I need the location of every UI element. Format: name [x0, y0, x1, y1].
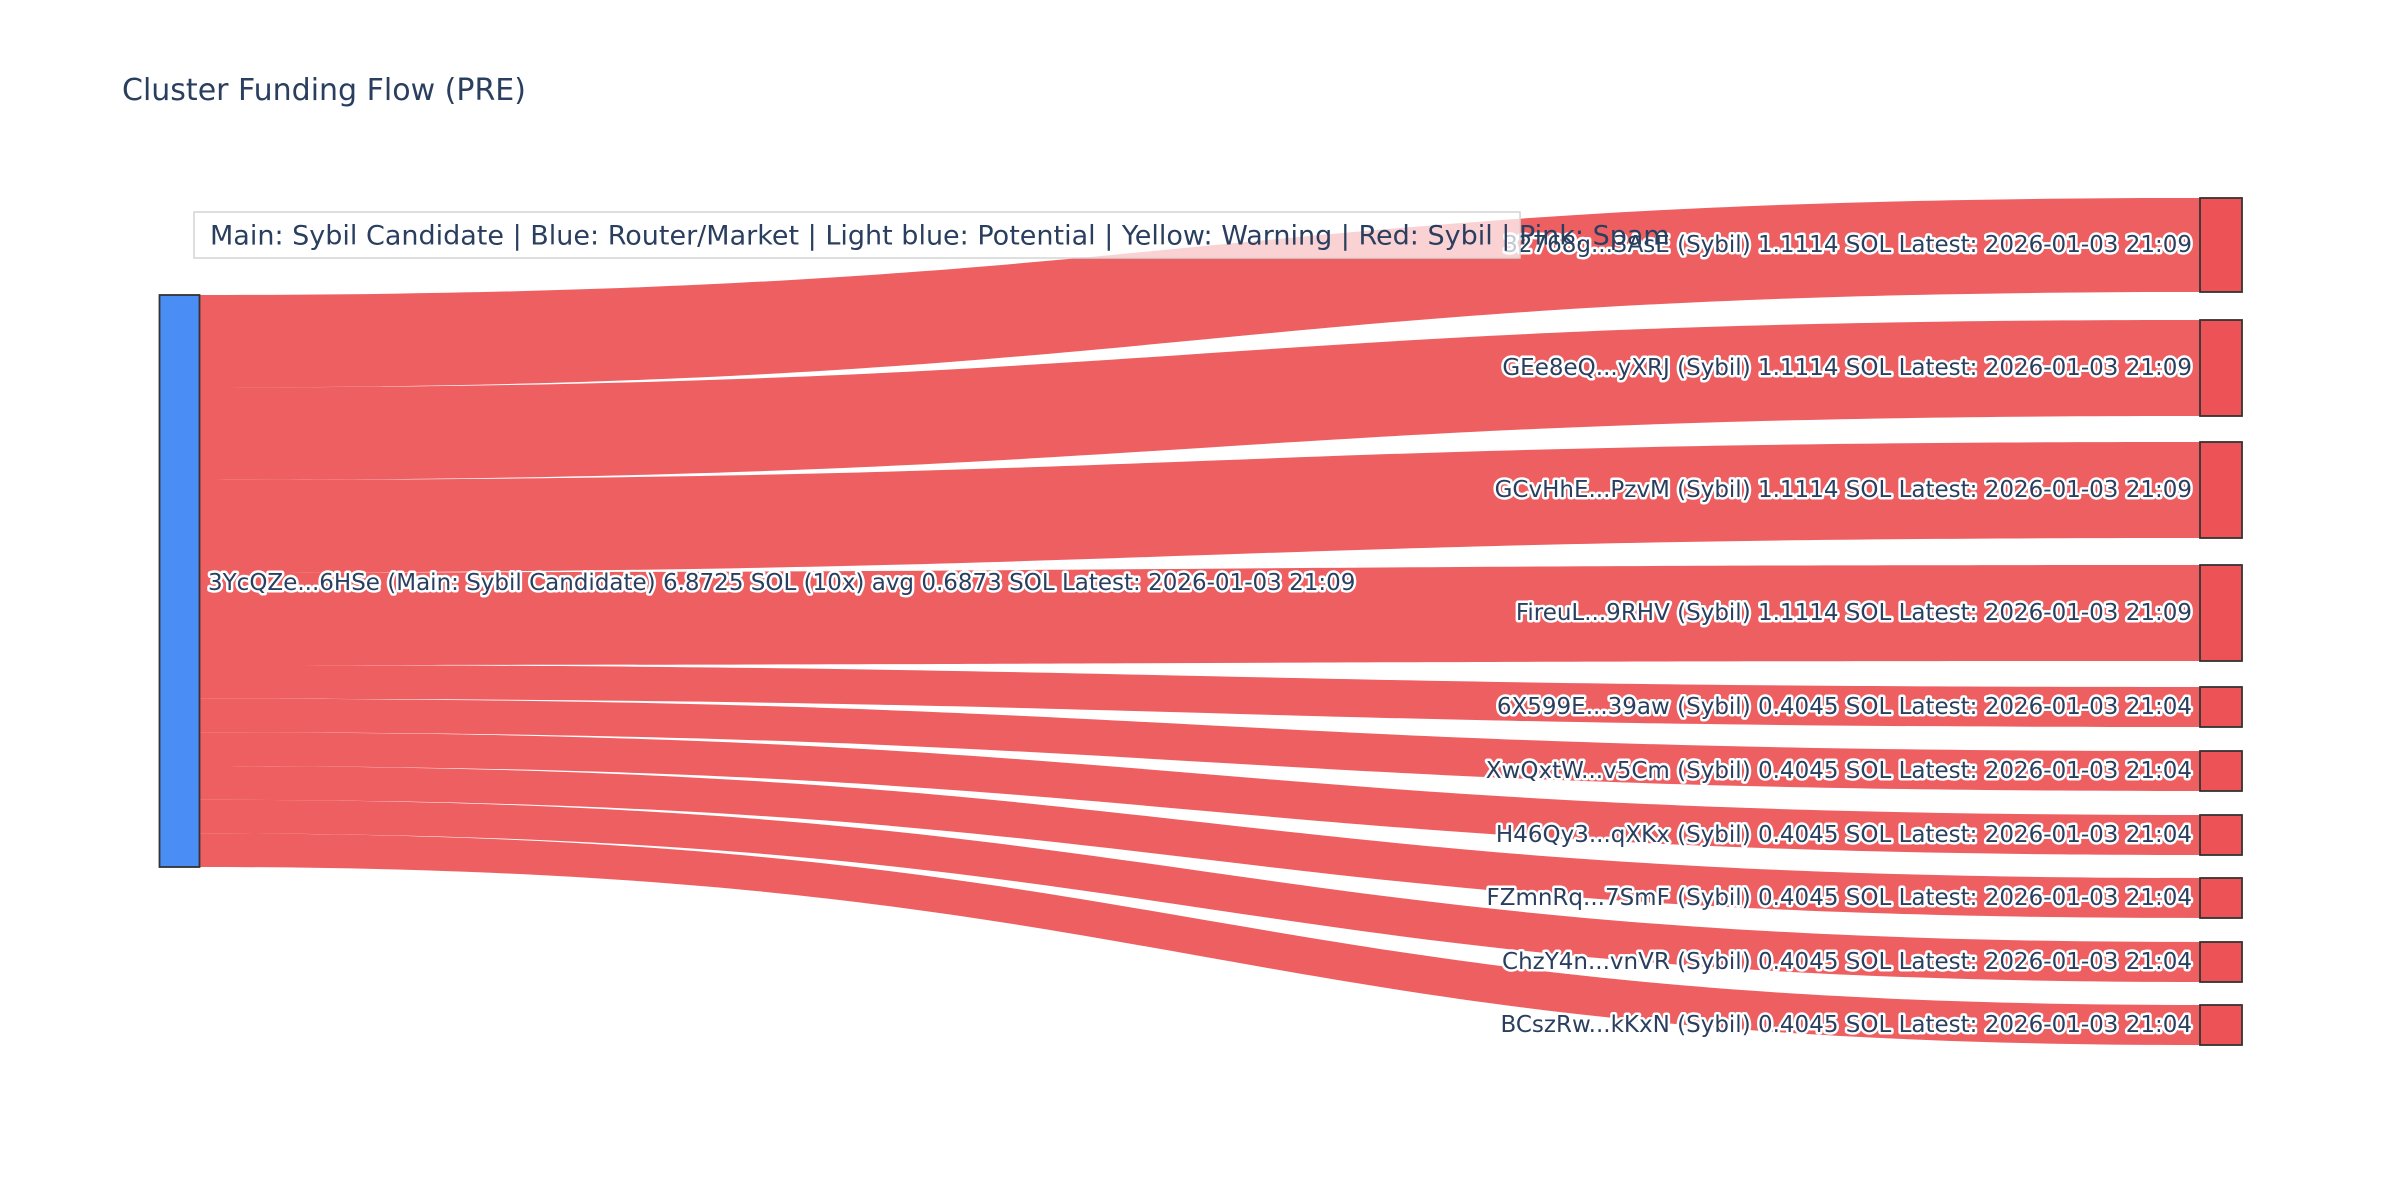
- target-node-label: GCvHhE...PzvM (Sybil) 1.1114 SOL Latest:…: [1495, 477, 2192, 503]
- target-node-label: 32768g...3AsE (Sybil) 1.1114 SOL Latest:…: [1503, 232, 2192, 258]
- target-node-label: XwQxtW...v5Cm (Sybil) 0.4045 SOL Latest:…: [1486, 758, 2192, 784]
- sankey-flow[interactable]: [199, 198, 2200, 388]
- sankey-target-node[interactable]: [2199, 319, 2243, 417]
- target-node-label: 6X599E...39aw (Sybil) 0.4045 SOL Latest:…: [1497, 694, 2192, 720]
- sankey-flow[interactable]: [199, 565, 2200, 665]
- target-node-label: GEe8eQ...yXRJ (Sybil) 1.1114 SOL Latest:…: [1502, 355, 2192, 381]
- chart-title: Cluster Funding Flow (PRE): [122, 73, 526, 108]
- sankey-target-node[interactable]: [2199, 814, 2243, 856]
- sankey-target-node[interactable]: [2199, 441, 2243, 539]
- sankey-source-node[interactable]: [158, 294, 201, 868]
- sankey-flow[interactable]: [199, 799, 2200, 982]
- sankey-target-nodes: [2199, 197, 2243, 1046]
- target-node-labels: 32768g...3AsE (Sybil) 1.1114 SOL Latest:…: [1483, 230, 2194, 1041]
- sankey-target-node[interactable]: [2199, 686, 2243, 728]
- sankey-target-node[interactable]: [2199, 877, 2243, 919]
- sankey-flow[interactable]: [199, 766, 2200, 918]
- legend-annotation: Main: Sybil Candidate | Blue: Router/Mar…: [193, 211, 1670, 259]
- sankey-flow[interactable]: [199, 665, 2200, 727]
- sankey-flow[interactable]: [199, 833, 2200, 1045]
- target-node-label: ChzY4n...vnVR (Sybil) 0.4045 SOL Latest:…: [1502, 949, 2192, 975]
- source-node-label: 3YcQZe...6HSe (Main: Sybil Candidate) 6.…: [208, 570, 1355, 596]
- sankey-target-node[interactable]: [2199, 941, 2243, 983]
- sankey-flows: [199, 198, 2200, 1045]
- target-node-label: H46Qy3...qXKx (Sybil) 0.4045 SOL Latest:…: [1496, 822, 2192, 848]
- sankey-target-node[interactable]: [2199, 197, 2243, 293]
- target-node-label: FZmnRq...7SmF (Sybil) 0.4045 SOL Latest:…: [1486, 885, 2192, 911]
- sankey-target-node[interactable]: [2199, 1004, 2243, 1046]
- sankey-flow[interactable]: [199, 698, 2200, 791]
- target-node-label: FireuL...9RHV (Sybil) 1.1114 SOL Latest:…: [1516, 600, 2192, 626]
- target-node-label: BCszRw...kKxN (Sybil) 0.4045 SOL Latest:…: [1501, 1012, 2193, 1038]
- sankey-target-node[interactable]: [2199, 750, 2243, 792]
- legend-box: [193, 211, 1521, 259]
- sankey-flow[interactable]: [199, 442, 2200, 573]
- sankey-target-node[interactable]: [2199, 564, 2243, 662]
- sankey-flow[interactable]: [199, 320, 2200, 480]
- sankey-flow[interactable]: [199, 732, 2200, 855]
- legend-text: Main: Sybil Candidate | Blue: Router/Mar…: [210, 221, 1670, 252]
